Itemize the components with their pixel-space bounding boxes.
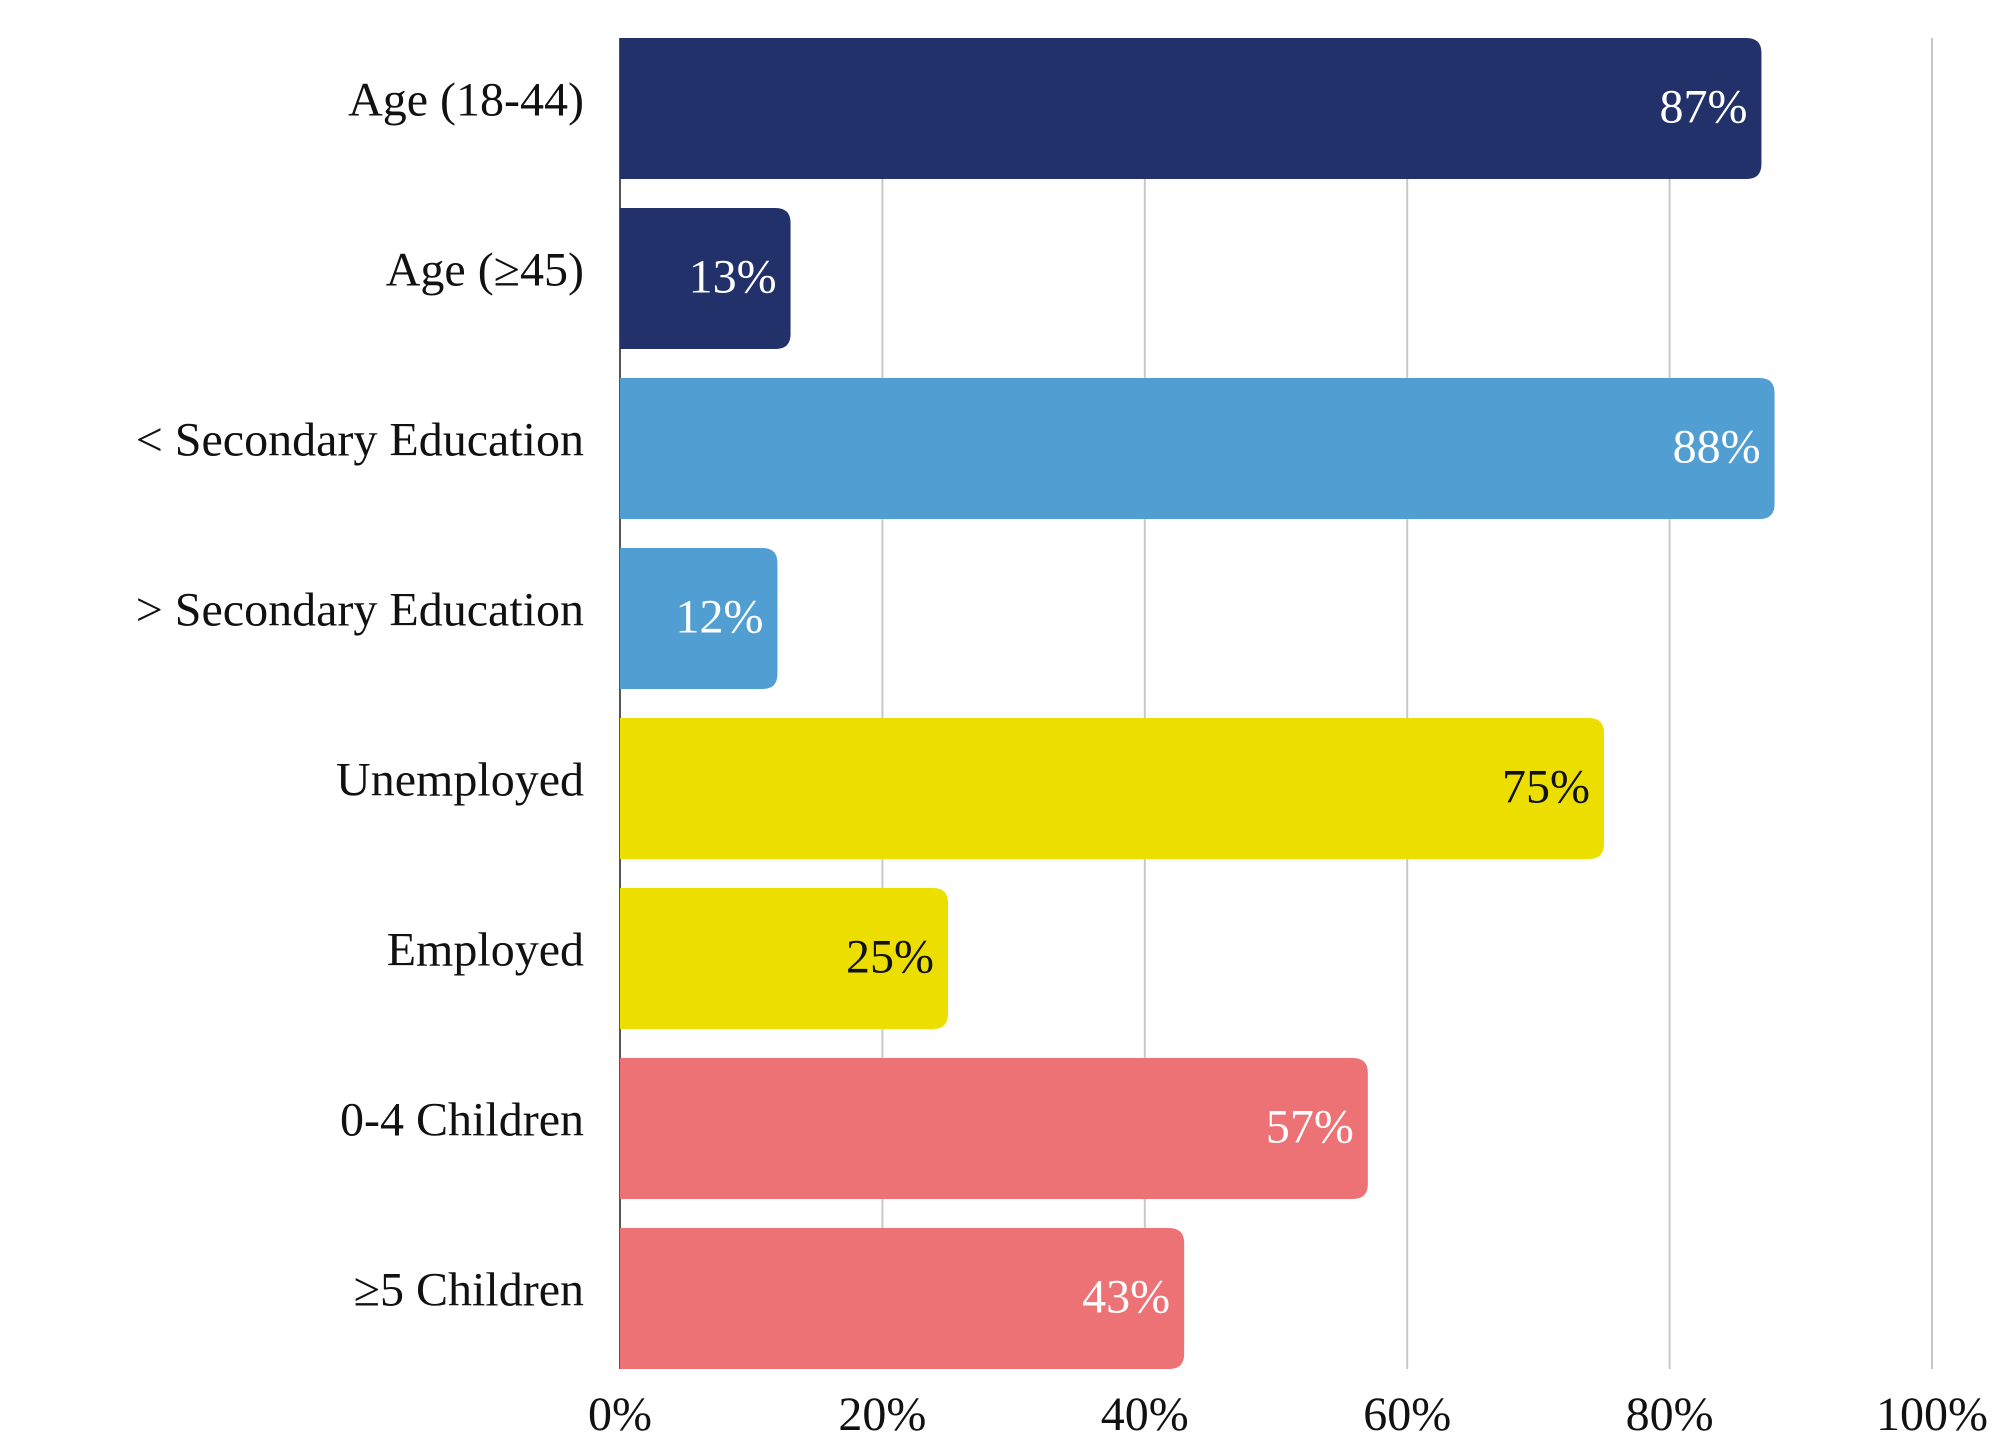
x-tick-label: 0% [588, 1388, 652, 1441]
value-label: 43% [1082, 1271, 1170, 1324]
y-tick-label: ≥5 Children [354, 1264, 584, 1317]
bar [620, 888, 948, 1029]
x-tick-label: 100% [1876, 1388, 1988, 1441]
bar [620, 208, 791, 349]
x-tick-label: 20% [838, 1388, 926, 1441]
y-tick-label: 0-4 Children [340, 1094, 584, 1147]
value-label: 75% [1502, 761, 1590, 814]
value-label: 13% [689, 251, 777, 304]
value-label: 87% [1659, 81, 1747, 134]
y-tick-label: < Secondary Education [136, 414, 584, 467]
x-tick-label: 60% [1363, 1388, 1451, 1441]
y-tick-label: Age (≥45) [386, 244, 584, 297]
value-label: 57% [1266, 1101, 1354, 1154]
bar [620, 38, 1762, 179]
y-tick-label: Age (18-44) [348, 74, 584, 127]
value-label: 12% [675, 591, 763, 644]
y-tick-label: > Secondary Education [136, 584, 584, 637]
x-tick-label: 40% [1101, 1388, 1189, 1441]
bar [620, 378, 1775, 519]
x-tick-label: 80% [1626, 1388, 1714, 1441]
y-tick-label: Employed [387, 924, 584, 977]
bar [620, 1228, 1185, 1369]
bar [620, 718, 1604, 859]
bar [620, 548, 778, 689]
bar [620, 1058, 1368, 1199]
value-label: 88% [1673, 421, 1761, 474]
value-label: 25% [846, 931, 934, 984]
y-tick-label: Unemployed [336, 754, 584, 807]
